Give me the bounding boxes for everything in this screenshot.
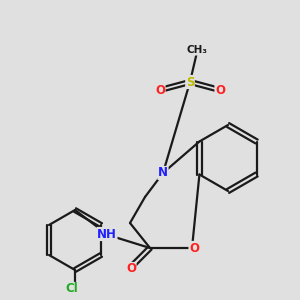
Text: CH₃: CH₃ — [187, 45, 208, 55]
Text: O: O — [155, 83, 165, 97]
Text: N: N — [158, 167, 168, 179]
Text: O: O — [215, 83, 225, 97]
Text: NH: NH — [97, 227, 117, 241]
Text: O: O — [189, 242, 199, 254]
Text: S: S — [186, 76, 194, 88]
Text: Cl: Cl — [66, 283, 78, 296]
Text: O: O — [126, 262, 136, 275]
